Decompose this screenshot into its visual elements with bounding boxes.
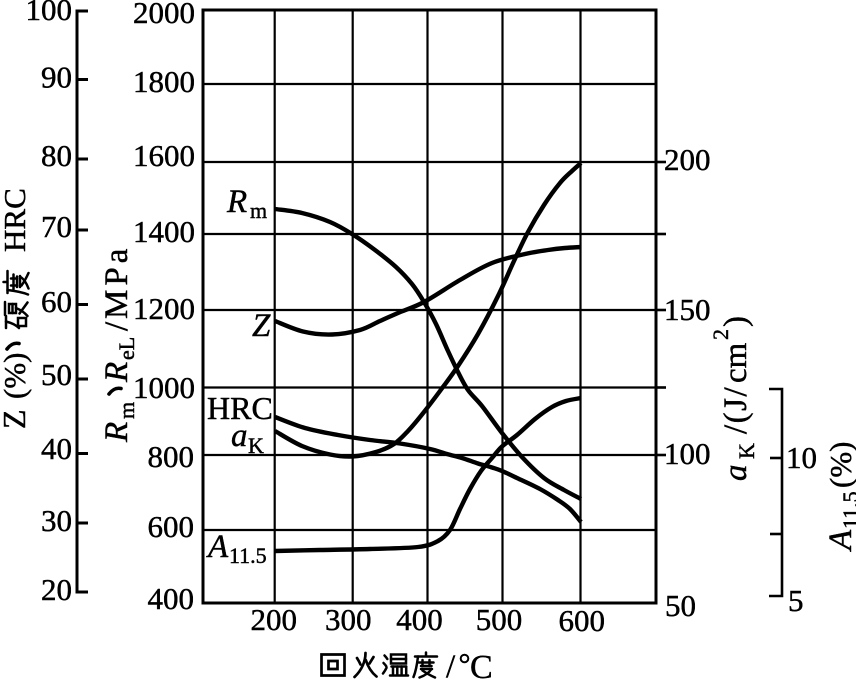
svg-text:K: K xyxy=(248,433,264,458)
svg-text:R: R xyxy=(99,422,135,443)
svg-text:50: 50 xyxy=(41,357,72,392)
svg-text:200: 200 xyxy=(250,602,297,637)
svg-text:/(J/: /(J/ xyxy=(718,386,754,434)
svg-text:2: 2 xyxy=(708,329,733,340)
svg-text:R: R xyxy=(226,184,247,220)
svg-text:60: 60 xyxy=(41,284,72,319)
svg-text:100: 100 xyxy=(26,0,73,27)
svg-text:K: K xyxy=(734,443,759,459)
svg-text:400: 400 xyxy=(396,602,443,637)
svg-text:600: 600 xyxy=(558,603,605,638)
svg-text:Z: Z xyxy=(252,308,271,344)
svg-text:): ) xyxy=(718,316,754,327)
svg-text:1600: 1600 xyxy=(133,138,195,173)
svg-text:1800: 1800 xyxy=(133,64,195,99)
svg-text:200: 200 xyxy=(664,142,711,177)
svg-text:70: 70 xyxy=(41,209,72,244)
svg-text:300: 300 xyxy=(325,602,372,637)
svg-text:100: 100 xyxy=(664,436,711,471)
svg-text:eL: eL xyxy=(114,337,139,360)
svg-text:2000: 2000 xyxy=(133,0,195,30)
svg-text:/: / xyxy=(99,321,135,331)
svg-text:C: C xyxy=(470,649,493,680)
svg-text:(%): (%) xyxy=(0,353,32,399)
svg-text:30: 30 xyxy=(41,503,72,538)
svg-text:11.5: 11.5 xyxy=(229,543,267,568)
svg-text:40: 40 xyxy=(41,431,72,466)
svg-text:cm: cm xyxy=(718,342,754,383)
svg-text:400: 400 xyxy=(148,581,195,616)
svg-text:5: 5 xyxy=(788,583,804,618)
svg-text:A: A xyxy=(823,529,856,552)
svg-text:HRC: HRC xyxy=(0,188,32,252)
svg-text:80: 80 xyxy=(41,138,72,173)
svg-text:a: a xyxy=(718,465,754,482)
svg-text:20: 20 xyxy=(41,572,72,607)
svg-text:11.5: 11.5 xyxy=(838,491,856,529)
svg-text:HRC: HRC xyxy=(207,390,273,426)
svg-text:1200: 1200 xyxy=(133,291,195,326)
svg-text:m: m xyxy=(114,402,139,419)
svg-text:(%): (%) xyxy=(823,442,856,488)
svg-text:m: m xyxy=(250,198,267,223)
svg-text:50: 50 xyxy=(665,588,696,623)
svg-text:1400: 1400 xyxy=(133,214,195,249)
svg-text:1000: 1000 xyxy=(133,370,195,405)
svg-text:Z: Z xyxy=(0,409,32,429)
svg-text:A: A xyxy=(206,529,229,565)
svg-text:150: 150 xyxy=(664,292,711,327)
svg-text:/: / xyxy=(446,649,456,680)
svg-text:600: 600 xyxy=(148,509,195,544)
svg-text:500: 500 xyxy=(476,602,523,637)
svg-text:90: 90 xyxy=(41,60,72,95)
svg-text:800: 800 xyxy=(148,439,195,474)
svg-text:MPa: MPa xyxy=(99,245,135,319)
svg-text:R: R xyxy=(99,362,135,383)
svg-text:a: a xyxy=(231,418,248,454)
svg-text:10: 10 xyxy=(786,440,817,475)
